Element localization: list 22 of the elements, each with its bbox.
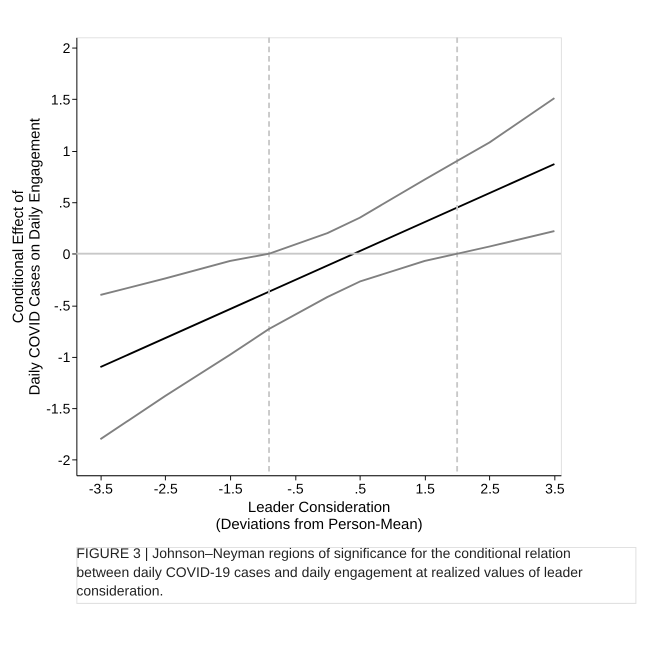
x-tick-label: -1.5	[218, 480, 243, 496]
caption: FIGURE 3 | Johnson–Neyman regions of significance for the conditional relation between daily COVID-19 cases and daily engagement at realized values of leader consideration.	[76, 545, 584, 598]
y-tick-label: 0	[62, 246, 71, 262]
y-tick-label: 2	[62, 40, 71, 56]
y-tick-label: -2	[58, 452, 71, 468]
x-tick-label: 1.5	[415, 480, 436, 496]
x-tick-label: 3.5	[545, 480, 565, 496]
y-tick-label: -.5	[54, 297, 71, 314]
y-tick-label: 1.5	[50, 91, 71, 108]
x-tick-label: 2.5	[480, 480, 500, 496]
line-series	[99, 230, 556, 440]
x-tick-label: .5	[354, 480, 366, 496]
y-tick-label: .5	[58, 194, 71, 210]
x-tick-label: -3.5	[88, 480, 114, 496]
x-axis-title: Leader Consideration (Deviations from Person-Mean)	[216, 500, 423, 533]
y-tick-label: 1	[62, 142, 71, 159]
y-tick-label: -1	[58, 348, 71, 365]
x-tick-label: -.5	[287, 480, 304, 496]
y-axis-title: Conditional Effect of Daily COVID Cases on Daily Engagement	[10, 117, 44, 396]
line-series	[99, 97, 556, 296]
y-tick-label: -1.5	[46, 400, 71, 416]
x-tick-label: -2.5	[154, 480, 178, 496]
